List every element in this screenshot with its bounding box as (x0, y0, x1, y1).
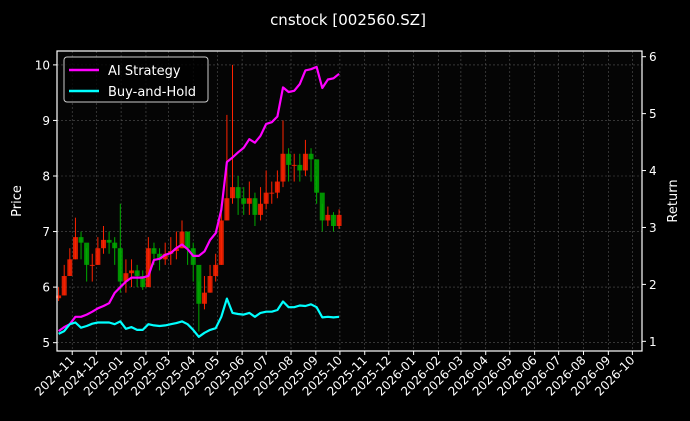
series-lines (57, 65, 340, 338)
candle-body (258, 203, 264, 215)
candle-body (157, 253, 163, 260)
candle-body (319, 192, 325, 221)
y-axis-right-label: Return (666, 179, 681, 222)
candle-body (134, 270, 140, 276)
candle-body (95, 248, 101, 265)
candle-body (106, 239, 112, 243)
candle-body (263, 192, 269, 204)
candle-body (140, 276, 146, 288)
y-left-tick-label: 6 (42, 281, 50, 295)
candle-body (179, 231, 185, 249)
y-right-tick-label: 2 (649, 278, 657, 292)
candle-body (145, 248, 151, 288)
candle-body (129, 270, 135, 274)
candle-body (117, 248, 123, 282)
y-left-tick-label: 9 (42, 114, 50, 128)
y-right-tick-label: 4 (649, 164, 657, 178)
candle-body (330, 214, 336, 226)
chart-title: cnstock [002560.SZ] (270, 11, 426, 29)
candle-body (302, 153, 308, 171)
candle-body (61, 276, 67, 296)
candle-body (89, 264, 95, 266)
candle-body (274, 181, 280, 193)
candle-body (241, 198, 247, 204)
candle-body (325, 214, 331, 221)
candle-body (100, 239, 106, 249)
y-left-tick-label: 5 (42, 336, 50, 350)
candle-body (218, 220, 224, 265)
y-left-tick-label: 7 (42, 225, 50, 239)
legend-label-buy-and-hold: Buy-and-Hold (108, 85, 196, 100)
candle-body (213, 264, 219, 276)
candle-body (252, 198, 258, 215)
candle-body (173, 248, 179, 251)
candle-body (280, 153, 286, 182)
candle-body (235, 187, 241, 199)
candle-body (201, 292, 207, 304)
candle-body (162, 253, 168, 260)
y-right-tick-label: 1 (649, 335, 657, 349)
y-axis-left-label: Price (10, 185, 25, 217)
candle-body (224, 198, 230, 221)
candle-body (291, 164, 297, 166)
candle-body (207, 276, 213, 293)
candle-body (286, 153, 292, 165)
candle-body (269, 192, 275, 194)
candle-body (246, 198, 252, 204)
legend: AI Strategy Buy-and-Hold (63, 56, 209, 103)
candle-body (308, 153, 314, 160)
plot-frame (56, 50, 643, 352)
candle-body (314, 159, 320, 193)
candle-body (67, 259, 73, 276)
y-right-tick-label: 5 (649, 107, 657, 121)
candle-body (297, 164, 303, 171)
candle-body (230, 187, 235, 199)
candle-body (123, 273, 129, 282)
candle-body (72, 237, 78, 260)
candle-body (84, 242, 90, 265)
y-right-tick-label: 6 (649, 50, 657, 64)
candle-body (151, 248, 157, 254)
legend-box (63, 56, 209, 103)
candle-body (336, 214, 342, 226)
series-line-buy-and-hold (58, 297, 340, 338)
candle-body (185, 231, 191, 249)
y-left-tick-label: 8 (42, 170, 50, 184)
legend-label-ai-strategy: AI Strategy (108, 64, 181, 79)
series-line-ai-strategy (57, 65, 340, 332)
candle-body (196, 264, 202, 304)
y-left-tick-label: 10 (35, 58, 50, 72)
candle-body (112, 242, 118, 249)
y-right-tick-label: 3 (649, 221, 657, 235)
candle-body (56, 295, 62, 299)
candle-body (78, 237, 84, 243)
